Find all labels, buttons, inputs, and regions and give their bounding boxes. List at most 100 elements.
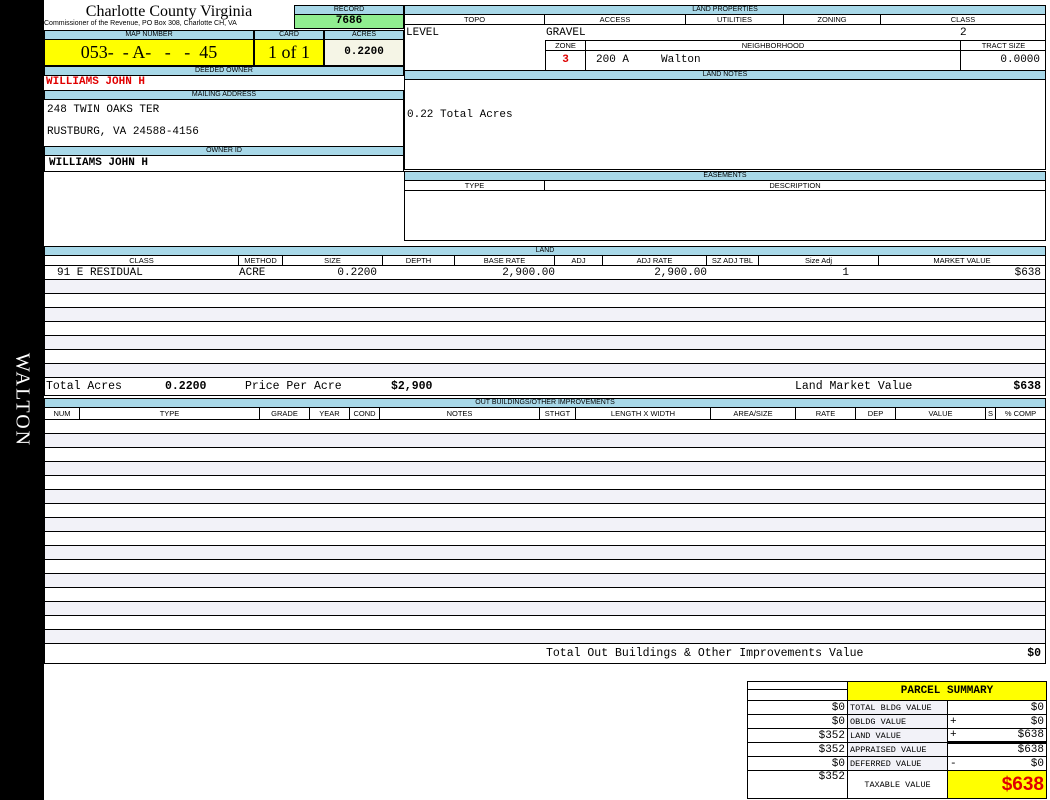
outbuilding-row xyxy=(45,490,1045,504)
outbuilding-row xyxy=(45,574,1045,588)
prior-value: $0 xyxy=(747,714,848,729)
total-acres: 0.2200 xyxy=(165,380,207,393)
taxable-value: $638 xyxy=(947,770,1047,799)
land-base-rate: 2,900.00 xyxy=(502,266,555,279)
land-col-sz-adj-tbl: SZ ADJ TBL xyxy=(707,256,759,265)
summary-operator: + xyxy=(950,715,957,728)
record-label: RECORD xyxy=(294,5,404,15)
neighborhood-header: NEIGHBORHOOD xyxy=(586,41,961,50)
outbuilding-row xyxy=(45,616,1045,630)
ob-col-dep: DEP xyxy=(856,408,896,419)
land-col-adj: ADJ xyxy=(555,256,603,265)
summary-operator: + xyxy=(950,729,957,741)
land-totals: Total Acres 0.2200 Price Per Acre $2,900… xyxy=(44,378,1046,396)
land-market-value-label: Land Market Value xyxy=(795,380,913,393)
map-card-acres: MAP NUMBER 053- - A- - - 45 CARD 1 of 1 … xyxy=(44,30,404,66)
land-col-adj-rate: ADJ RATE xyxy=(603,256,707,265)
easements-label: EASEMENTS xyxy=(404,171,1046,181)
outbuildings-total: Total Out Buildings & Other Improvements… xyxy=(44,644,1046,664)
land-col-class: CLASS xyxy=(45,256,239,265)
mailing-label: MAILING ADDRESS xyxy=(44,90,404,100)
land-class: 91 E RESIDUAL xyxy=(57,266,143,279)
summary-row: $0 OBLDG VALUE + $0 xyxy=(747,714,1047,729)
land-section: LAND CLASS METHOD SIZE DEPTH BASE RATE A… xyxy=(44,246,1046,396)
access-header: ACCESS xyxy=(545,15,686,24)
outbuilding-row xyxy=(45,630,1045,644)
parcel-summary-title: PARCEL SUMMARY xyxy=(847,681,1047,701)
ob-col-comp: % COMP xyxy=(1004,409,1037,418)
map-number: 053- - A- - - 45 xyxy=(44,40,254,66)
address-line2: RUSTBURG, VA 24588-4156 xyxy=(47,126,199,138)
county-title: Charlotte County Virginia xyxy=(85,3,253,20)
outbuildings-section: OUT BUILDINGS/OTHER IMPROVEMENTS NUM TYP… xyxy=(44,398,1046,664)
ob-col-length-width: LENGTH X WIDTH xyxy=(576,408,711,419)
prior-value: $352 xyxy=(747,728,848,743)
deeded-owner-label: DEEDED OWNER xyxy=(44,66,404,76)
land-market-value: $638 xyxy=(1014,266,1041,279)
mailing-address: 248 TWIN OAKS TER RUSTBURG, VA 24588-415… xyxy=(44,100,404,146)
summary-label: OBLDG VALUE xyxy=(847,714,948,729)
prior-taxable-value: $352 xyxy=(747,770,848,799)
outbuilding-row xyxy=(45,588,1045,602)
summary-value: $638 xyxy=(1017,729,1044,741)
summary-label: APPRAISED VALUE xyxy=(847,742,948,757)
utilities-header: UTILITIES xyxy=(686,15,784,24)
address-line1: 248 TWIN OAKS TER xyxy=(47,104,160,116)
topo-value: LEVEL xyxy=(406,27,440,39)
summary-operator: - xyxy=(950,757,957,770)
easement-description-header: DESCRIPTION xyxy=(769,181,821,190)
outbuilding-row xyxy=(45,448,1045,462)
summary-value: $638 xyxy=(1017,744,1044,756)
acres-value: 0.2200 xyxy=(324,40,404,66)
prior-value: $0 xyxy=(747,700,848,715)
easement-type-header: TYPE xyxy=(405,181,545,190)
ob-col-s: S xyxy=(986,408,996,419)
card-value: 1 of 1 xyxy=(254,40,324,66)
outbuilding-row xyxy=(45,560,1045,574)
land-method: ACRE xyxy=(239,266,266,279)
summary-value: $0 xyxy=(1030,757,1044,770)
ob-col-grade: GRADE xyxy=(260,408,310,419)
tract-size-header: TRACT SIZE xyxy=(981,41,1026,50)
parcel-summary: PARCEL SUMMARY $0 TOTAL BLDG VALUE $0 $0 … xyxy=(747,681,1047,799)
outbuilding-row xyxy=(45,434,1045,448)
prior-value: $0 xyxy=(747,756,848,771)
outbuildings-total-label: Total Out Buildings & Other Improvements… xyxy=(546,647,864,660)
class-header: CLASS xyxy=(950,15,976,24)
outbuilding-row xyxy=(45,420,1045,434)
taxable-value-label: TAXABLE VALUE xyxy=(847,770,948,799)
topo-header: TOPO xyxy=(405,15,545,24)
ob-col-num: NUM xyxy=(45,408,80,419)
district-label: WALTON xyxy=(11,352,34,448)
deeded-owner: WILLIAMS JOHN H xyxy=(46,76,146,88)
ob-col-value: VALUE xyxy=(896,408,986,419)
ob-col-cond: COND xyxy=(350,408,380,419)
county-subtitle: Commissioner of the Revenue, PO Box 308,… xyxy=(44,20,237,27)
land-col-depth: DEPTH xyxy=(383,256,455,265)
access-value: GRAVEL xyxy=(546,27,586,39)
owner-id-label: OWNER ID xyxy=(44,146,404,156)
outbuildings-total-value: $0 xyxy=(1027,647,1041,660)
ob-col-year: YEAR xyxy=(310,408,350,419)
summary-value: $0 xyxy=(1030,701,1044,714)
ob-col-rate: RATE xyxy=(796,408,856,419)
land-properties-label: LAND PROPERTIES xyxy=(404,5,1046,15)
ob-col-sthgt: STHGT xyxy=(540,408,576,419)
county-header: Charlotte County Virginia Commissioner o… xyxy=(44,3,294,28)
outbuilding-row xyxy=(45,546,1045,560)
outbuildings-rows xyxy=(44,420,1046,644)
zone-header: ZONE xyxy=(546,41,586,50)
land-row: 91 E RESIDUAL ACRE 0.2200 2,900.00 2,900… xyxy=(45,266,1045,280)
neighborhood-name: Walton xyxy=(661,54,701,66)
neighborhood-code: 200 A xyxy=(596,54,630,66)
land-market-value-total: $638 xyxy=(1013,380,1041,393)
owner-id: WILLIAMS JOHN H xyxy=(44,156,404,172)
zone-value: 3 xyxy=(546,51,586,71)
acres-label: ACRES xyxy=(324,30,404,40)
total-acres-label: Total Acres xyxy=(46,380,122,393)
land-properties: LAND PROPERTIES TOPO ACCESS UTILITIES ZONIN… xyxy=(404,5,1046,72)
land-notes-label: LAND NOTES xyxy=(404,70,1046,80)
summary-label: TOTAL BLDG VALUE xyxy=(847,700,948,715)
outbuilding-row xyxy=(45,462,1045,476)
outbuilding-row xyxy=(45,532,1045,546)
